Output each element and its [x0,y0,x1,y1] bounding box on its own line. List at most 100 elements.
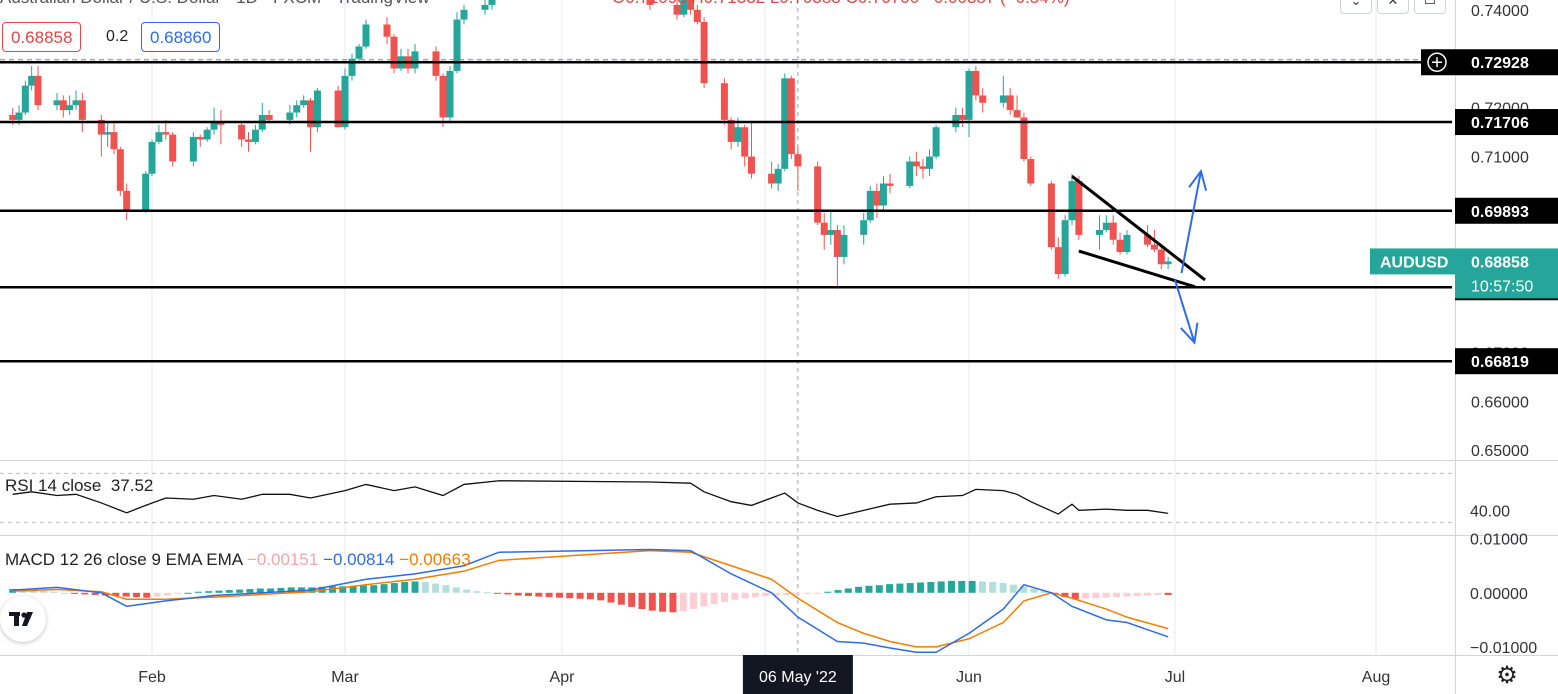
macd-histogram-bar [143,592,151,598]
candle-body [820,222,828,235]
macd-histogram-bar [803,592,811,594]
macd-histogram-bar [411,581,419,593]
macd-histogram-bar [1123,592,1131,597]
maximize-button[interactable]: ▭ [1414,0,1446,14]
macd-histogram-bar [215,590,223,593]
candle-body [203,129,211,140]
symbol-label: AUDUSD [1380,254,1448,271]
crosshair-target-icon [1427,52,1447,72]
macd-histogram-bar [1154,592,1162,595]
candle-body [827,230,835,235]
macd-legend[interactable]: MACD 12 26 close 9 EMA EMA −0.00151 −0.0… [5,550,471,570]
macd-histogram-bar [1092,592,1100,599]
close-button[interactable]: ✕ [1377,0,1409,14]
candle-body [110,132,118,150]
bearish-arrow [1174,279,1196,343]
macd-histogram-bar [380,584,388,593]
macd-histogram-bar [648,592,656,611]
macd-axis-label: 0.00000 [1470,586,1528,603]
macd-histogram-bar [1164,592,1172,595]
gear-icon[interactable]: ⚙ [1496,662,1518,689]
candle-body [1102,222,1110,230]
axes: 0.740000.720000.710000.700000.660000.650… [138,3,1558,694]
macd-histogram-bar [597,592,605,601]
candle-body [34,75,42,106]
macd-histogram-bar [122,592,130,597]
macd-histogram-bar [741,592,749,599]
time-axis-label: Jul [1165,669,1185,686]
macd-histogram-bar [555,592,563,598]
rsi-axis-label: 40.00 [1470,503,1510,520]
bullish-arrow-head [1188,169,1208,191]
candle-body [1075,181,1083,235]
macd-histogram-bar [978,581,986,593]
time-axis-label: Aug [1362,669,1390,686]
candle-body [432,51,440,76]
candle-body [453,19,461,71]
candle-body [787,78,795,155]
rsi-legend[interactable]: RSI 14 close 37.52 [5,476,153,496]
macd-histogram-bar [947,580,955,593]
candle-body [66,105,74,111]
candle-body [727,119,735,142]
time-axis-label: Mar [331,669,359,686]
macd-histogram-bar [473,591,481,593]
macd-pane [9,548,1172,654]
macd-histogram-bar [525,592,532,597]
macd-histogram-bar [174,592,182,594]
bid-price-button[interactable]: 0.68858 [2,22,82,52]
current-price-label: 0.68858 [1471,254,1529,271]
candle-body [700,22,708,84]
price-level-label: 0.71706 [1471,115,1529,132]
candle-body [72,100,80,106]
macd-histogram-bar [638,592,646,610]
macd-histogram-bar [71,592,79,594]
macd-line-value: −0.00814 [323,550,395,569]
candle-body [958,115,966,120]
macd-line [12,548,1169,654]
candle-body [768,173,776,184]
macd-histogram-bar [339,586,347,593]
candle-body [300,100,308,106]
macd-histogram-bar [927,581,935,593]
candle-body [59,100,67,111]
candle-body [148,141,156,174]
macd-histogram-bar [370,585,378,593]
candle-body [1027,159,1035,184]
macd-histogram-bar [855,586,863,593]
collapse-button[interactable]: ⌄ [1340,0,1372,14]
price-level-label: 0.66819 [1471,354,1529,371]
macd-histogram-bar [772,592,780,596]
candle-body [1116,239,1124,253]
macd-histogram-bar [112,592,120,597]
spread-value: 0.2 [106,28,129,45]
rsi-pane [12,480,1169,518]
tradingview-logo[interactable] [0,596,46,642]
macd-histogram-bar [359,585,367,593]
price-level-label-box [1455,197,1558,224]
macd-histogram-bar [50,591,58,593]
candle-body [411,51,419,69]
candle-body [734,127,742,142]
ask-price-button[interactable]: 0.68860 [141,22,221,52]
candle-body [142,173,150,211]
macd-histogram-bar [999,583,1007,593]
candle-body [673,4,681,15]
macd-histogram-bar [483,592,491,594]
candle-body [979,95,987,103]
macd-histogram-bar [132,592,140,598]
candle-body [155,132,163,142]
candle-body [1020,117,1028,160]
macd-legend-name: MACD 12 26 close 9 EMA EMA [5,550,243,569]
candle-body [886,183,894,186]
candle-body [15,112,23,120]
macd-histogram-bar [236,589,244,593]
macd-histogram-bar [1071,592,1079,600]
candle-body [460,9,468,20]
candle-body [251,129,259,142]
candle-body [439,75,447,118]
candle-body [906,161,914,186]
bearish-arrow-head [1180,322,1199,345]
candle-body [747,156,755,174]
